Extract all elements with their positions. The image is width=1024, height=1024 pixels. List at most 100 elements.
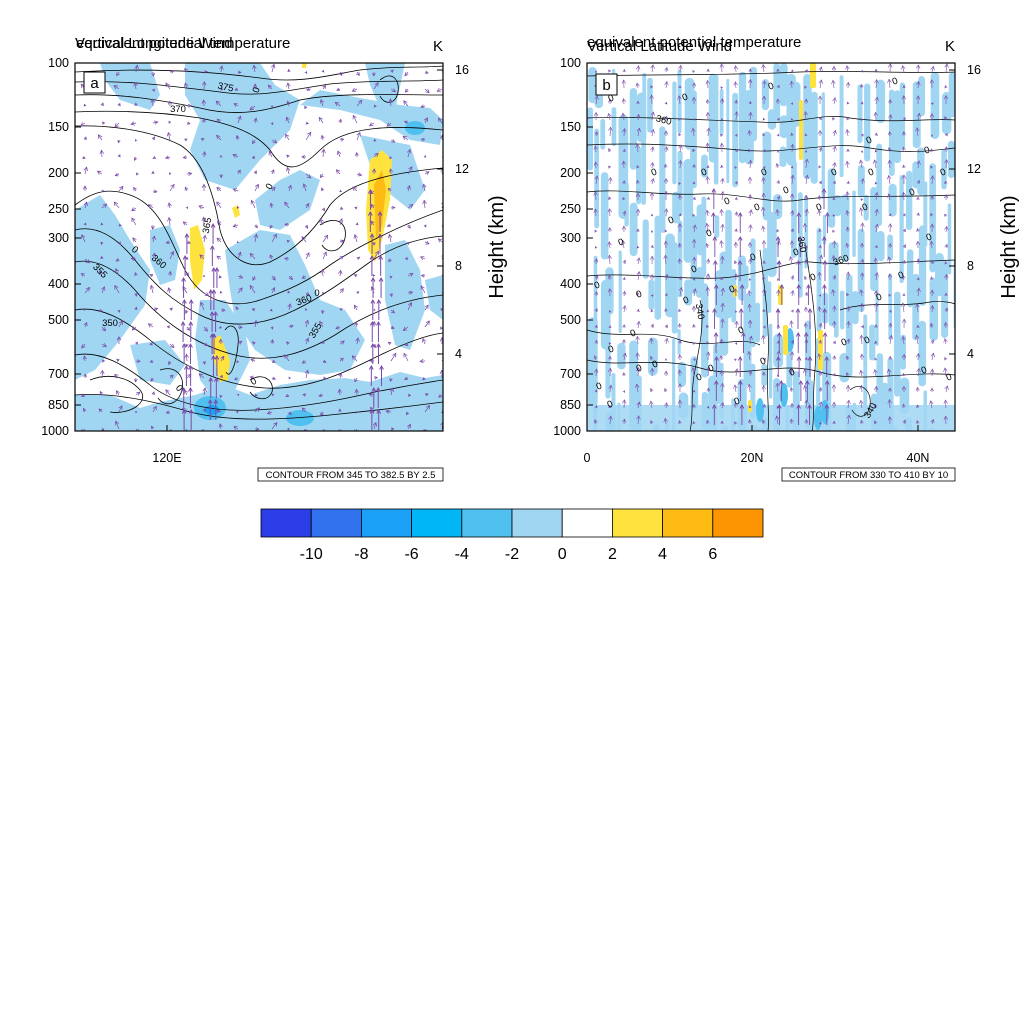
wind-vector-head	[873, 290, 879, 295]
wind-vector	[735, 81, 737, 89]
wind-vector-head	[165, 389, 170, 394]
wind-vector-head	[705, 99, 710, 104]
wind-vector	[874, 369, 877, 377]
negative-region	[906, 249, 914, 308]
wind-vector-head	[321, 69, 325, 73]
wind-vector-head	[187, 121, 191, 125]
wind-vector-head	[608, 227, 612, 231]
wind-vector	[805, 209, 808, 217]
wind-vector-head	[338, 118, 343, 123]
wind-vector-head	[790, 174, 795, 180]
wind-vector	[305, 203, 310, 209]
wind-vector-head	[789, 418, 794, 423]
wind-vector-head	[663, 417, 668, 423]
wind-vector	[735, 288, 737, 297]
wind-vector-head	[944, 292, 948, 296]
wind-vector-head	[888, 293, 892, 297]
wind-vector-head	[635, 352, 640, 357]
wind-vector-head	[151, 252, 156, 258]
negative-region	[701, 154, 708, 178]
theta-e-contour	[587, 329, 761, 346]
wind-vector-head	[253, 233, 259, 239]
wind-vector-head	[737, 236, 743, 241]
wind-vector-head	[593, 419, 598, 424]
wind-vector-head	[775, 209, 780, 214]
wind-vector	[80, 122, 86, 127]
wind-vector-head	[720, 98, 725, 103]
wind-vector-head	[748, 78, 753, 84]
wind-vector	[791, 275, 794, 281]
wind-vector-head	[887, 147, 892, 152]
negative-region	[75, 372, 443, 431]
negative-region	[821, 292, 829, 324]
wind-vector-head	[85, 286, 91, 292]
wind-vector-head	[422, 199, 427, 205]
wind-vector	[846, 243, 849, 249]
wind-vector-head	[720, 164, 724, 169]
wind-vector	[339, 373, 342, 379]
wind-vector-head	[859, 334, 864, 340]
contour-label: 0	[651, 359, 660, 371]
wind-vector-head	[202, 234, 207, 240]
wind-vector-head	[804, 208, 809, 214]
wind-vector-head	[711, 212, 716, 217]
negative-region	[899, 82, 906, 150]
wind-vector-head	[860, 198, 864, 202]
wind-vector	[113, 201, 120, 209]
wind-vector-head	[804, 339, 809, 344]
wind-vector	[637, 401, 640, 409]
wind-vector-head	[860, 150, 864, 153]
wind-vector-head	[789, 351, 795, 356]
wind-vector-head	[776, 179, 780, 184]
wind-vector	[931, 175, 934, 185]
negative-region	[762, 131, 772, 221]
wind-vector	[135, 391, 141, 396]
wind-vector	[889, 323, 892, 329]
wind-vector-head	[118, 223, 122, 227]
wind-vector	[250, 358, 256, 362]
panel-a-frame	[74, 62, 444, 432]
wind-vector-head	[761, 63, 766, 69]
y-tick-label: 150	[560, 120, 581, 134]
wind-vector	[99, 270, 103, 277]
wind-vector	[637, 257, 640, 265]
wind-vector-head	[636, 100, 640, 104]
wind-vector-head	[789, 193, 795, 198]
wind-vector-head	[887, 159, 892, 164]
wind-vector-head	[404, 257, 409, 261]
wind-vector	[352, 355, 358, 362]
wind-vector-head	[860, 258, 865, 263]
wind-vector	[251, 200, 256, 209]
contour-label: 0	[705, 228, 714, 240]
wind-vector-head	[389, 378, 393, 383]
wind-vector	[319, 321, 324, 328]
wind-vector-head	[304, 225, 309, 229]
wind-vector-head	[370, 298, 376, 304]
wind-vector-head	[437, 238, 443, 243]
wind-vector-head	[340, 239, 345, 244]
wind-vector-head	[147, 204, 153, 209]
wind-vector-head	[714, 356, 719, 361]
wind-vector-head	[131, 326, 136, 331]
wind-vector-head	[902, 164, 906, 168]
contour-label: 0	[753, 202, 762, 214]
theta-e-contour	[587, 116, 955, 123]
wind-vector-head	[901, 191, 906, 197]
wind-vector-head	[114, 374, 119, 379]
wind-vector	[199, 254, 205, 260]
wind-vector	[305, 252, 310, 260]
wind-vector	[917, 160, 920, 169]
wind-vector-head	[789, 240, 795, 245]
theta-e-contour	[759, 249, 769, 431]
wind-vector-head	[201, 429, 205, 431]
wind-vector-head	[372, 274, 376, 277]
wind-vector-head	[211, 332, 217, 338]
wind-vector-head	[201, 81, 207, 86]
wind-vector-head	[664, 101, 668, 105]
wind-vector-head	[338, 408, 342, 412]
negative-region	[870, 186, 878, 292]
wind-vector	[81, 234, 86, 243]
wind-vector	[84, 322, 88, 328]
wind-vector-head	[340, 340, 345, 345]
wind-vector	[791, 290, 794, 297]
